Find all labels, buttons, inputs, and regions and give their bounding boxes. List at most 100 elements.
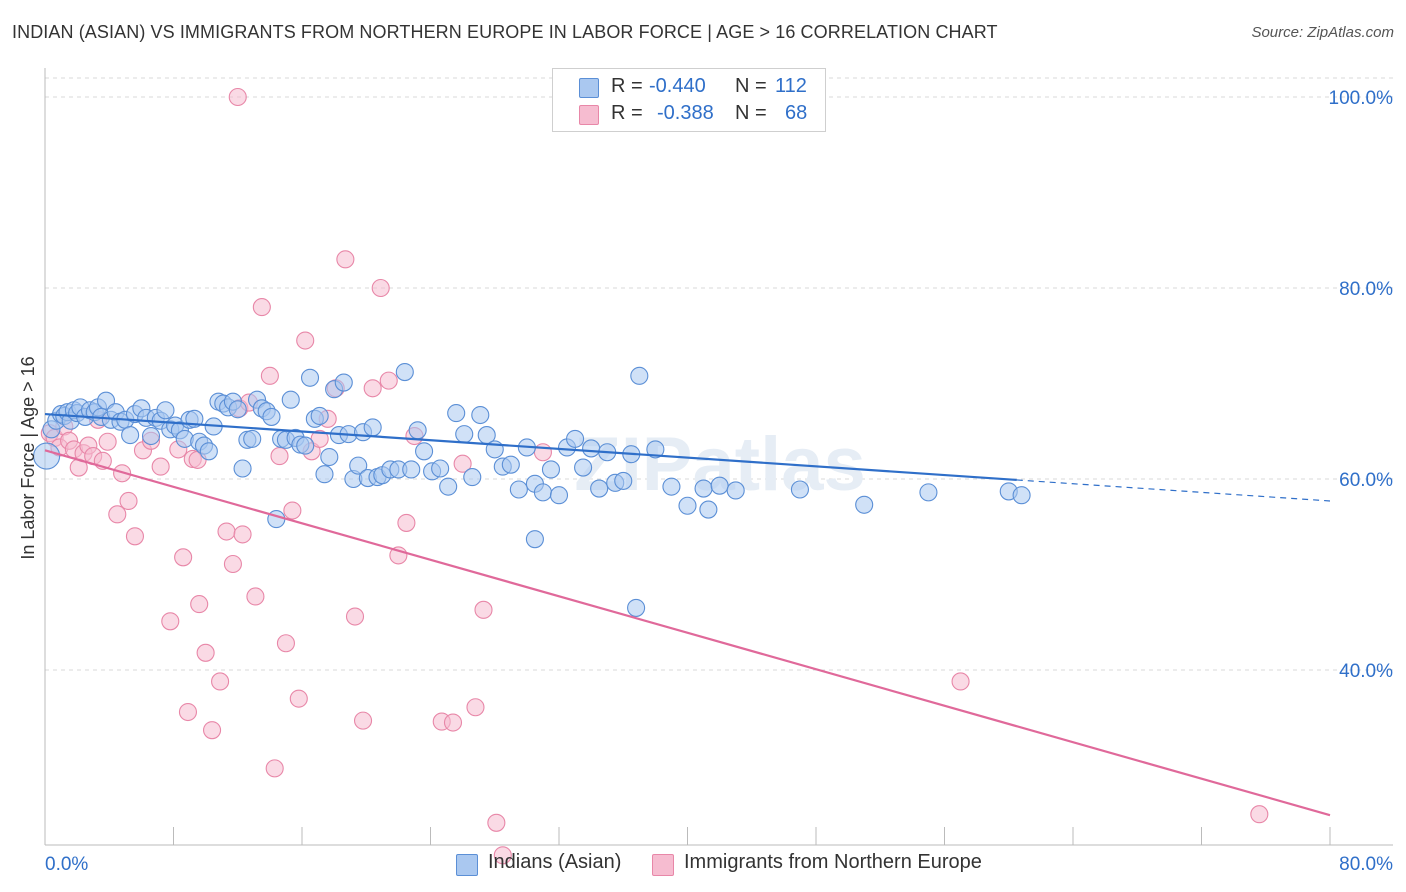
blue-point (541, 460, 561, 479)
y-axis-label: In Labor Force | Age > 16 (18, 356, 38, 559)
blue-point (590, 479, 609, 498)
tick-labels: 100.0% 80.0% 60.0% 40.0% 0.0% 80.0% (45, 88, 1393, 875)
blue-point (463, 468, 482, 487)
blue-swatch (579, 78, 599, 98)
blue-point (233, 459, 252, 478)
pink-point (246, 587, 265, 606)
blue-point (141, 426, 161, 446)
pink-point (443, 713, 463, 732)
pink-point (487, 813, 506, 832)
blue-point (334, 373, 353, 392)
blue-point (349, 456, 368, 475)
blue-trend-extension (1016, 479, 1331, 502)
pink-point (178, 702, 198, 722)
blue-point (525, 530, 544, 549)
n-value: 68 (785, 102, 808, 124)
blue-point (509, 480, 528, 499)
n-value: 112 (775, 75, 807, 97)
blue-trend-line (44, 412, 1017, 482)
blue-point (855, 495, 874, 514)
pink-point (190, 595, 209, 614)
pink-point (296, 331, 315, 350)
pink-point (270, 447, 289, 466)
blue-point (646, 440, 665, 459)
blue-point (431, 459, 450, 478)
blue-point (699, 500, 718, 519)
legend-label: Indians (Asian) (488, 851, 622, 873)
blue-point (395, 362, 414, 382)
r-value: -0.388 (657, 102, 714, 124)
pink-point (151, 457, 170, 476)
blue-point (315, 465, 334, 484)
pink-point (217, 522, 236, 541)
n-label: N = (735, 102, 767, 124)
pink-point (345, 607, 365, 626)
blue-point (402, 460, 421, 479)
y-tick-label: 60.0% (1339, 470, 1393, 491)
blue-point (582, 439, 601, 458)
pink-point (252, 298, 271, 317)
blue-point (415, 442, 434, 461)
blue-point (566, 429, 585, 448)
pink-point (98, 432, 117, 451)
blue-point (310, 406, 329, 426)
blue-point (300, 368, 320, 387)
pink-point (379, 371, 398, 390)
blue-point (199, 442, 218, 461)
source-label: Source: ZipAtlas.com (1251, 24, 1394, 41)
blue-point (455, 425, 474, 444)
blue-point (262, 407, 281, 426)
pink-point (1250, 805, 1269, 824)
blue-point (267, 510, 286, 529)
blue-point (790, 480, 809, 499)
pink-point (265, 759, 284, 778)
trend-lines (44, 412, 1331, 817)
pink-point (353, 711, 373, 730)
pink-trend-line (44, 449, 1331, 817)
pink-point (228, 87, 247, 107)
pink-point (223, 554, 242, 574)
blue-point (156, 401, 175, 420)
blue-point (662, 477, 681, 496)
pink-point (466, 698, 485, 717)
pink-point (276, 634, 295, 653)
x-tick-label: 0.0% (45, 854, 88, 875)
pink-point (211, 672, 230, 691)
pink-point (283, 501, 302, 520)
blue-point (363, 418, 382, 437)
pink-point (474, 600, 493, 619)
pink-point (174, 548, 193, 567)
grid-lines (45, 77, 1393, 671)
pink-point (233, 525, 252, 544)
pink-point (196, 643, 215, 662)
pink-point (397, 513, 416, 532)
blue-point (694, 479, 713, 498)
pink-point (493, 846, 512, 865)
pink-point (125, 527, 144, 546)
blue-point (33, 442, 61, 470)
blue-point (627, 598, 646, 617)
blue-point (439, 477, 458, 496)
pink-point (533, 443, 552, 462)
blue-point (296, 436, 315, 455)
x-tick-label: 80.0% (1339, 854, 1393, 875)
pink-point (108, 505, 127, 524)
pink-point (336, 250, 355, 269)
blue-point (533, 483, 552, 502)
blue-swatch (456, 854, 478, 876)
r-value: -0.440 (649, 75, 706, 97)
y-tick-label: 40.0% (1339, 661, 1393, 682)
blue-point (549, 486, 569, 505)
blue-point (574, 458, 593, 477)
pink-swatch (579, 105, 599, 125)
pink-point (951, 672, 970, 691)
blue-point (447, 404, 466, 423)
blue-point (919, 483, 938, 502)
blue-point (243, 429, 262, 448)
pink-point (371, 278, 390, 298)
blue-point (726, 481, 745, 500)
pink-swatch (652, 854, 674, 876)
r-label: R = (611, 75, 643, 97)
pink-point (119, 491, 138, 511)
